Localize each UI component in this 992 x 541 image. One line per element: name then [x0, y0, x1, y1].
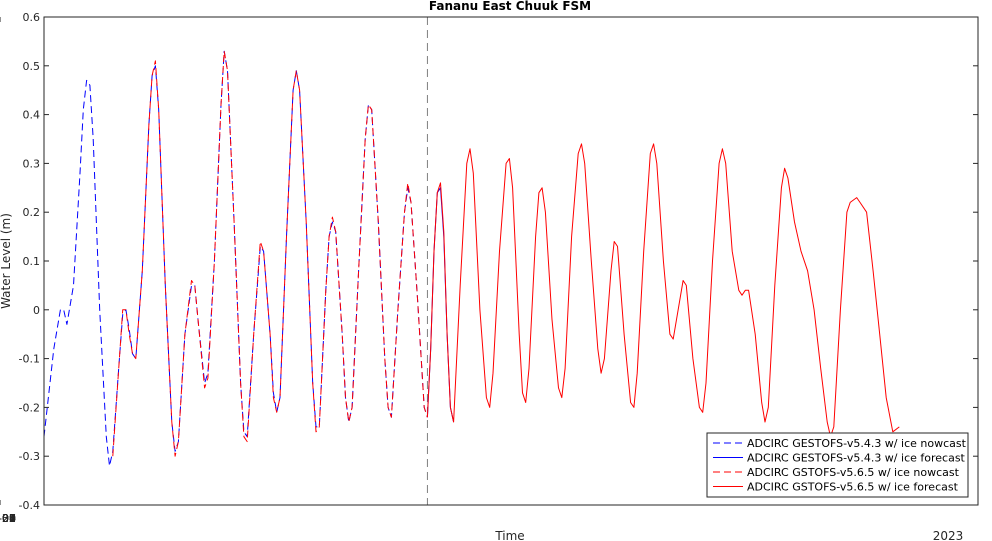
x-tick-label: 09-01 [0, 512, 16, 525]
y-tick-label: 0.1 [23, 255, 41, 268]
x-tick-label: 09-05 [0, 512, 16, 525]
legend-label-3: ADCIRC GSTOFS-v5.6.5 w/ ice nowcast [747, 466, 960, 479]
x-tick-label: 09-06 [0, 512, 16, 525]
series-line-3 [112, 50, 428, 457]
y-tick-label: 0 [33, 304, 40, 317]
x-tick-label: 09-09 [0, 512, 16, 525]
x-tick-label: 09-03 [0, 512, 16, 525]
y-tick-label: 0.2 [23, 206, 41, 219]
legend-label-4: ADCIRC GSTOFS-v5.6.5 w/ ice forecast [747, 481, 959, 494]
y-tick-label: -0.2 [19, 401, 40, 414]
y-tick-label: 0.3 [23, 157, 41, 170]
y-tick-label: -0.3 [19, 450, 40, 463]
x-tick-label: 09-02 [0, 512, 16, 525]
x-tick-label: 08-30 [0, 512, 16, 525]
legend-label-1: ADCIRC GESTOFS-v5.4.3 w/ ice nowcast [747, 437, 967, 450]
y-axis-label: Water Level (m) [0, 213, 13, 309]
x-tick-label: 08-31 [0, 512, 16, 525]
y-tick-label: 0.4 [23, 109, 41, 122]
y-tick-label: -0.1 [19, 353, 40, 366]
legend-box [706, 432, 969, 498]
x-tick-label: 09-04 [0, 512, 16, 525]
x-tick-label: 09-08 [0, 512, 16, 525]
series-line-1 [44, 50, 428, 467]
x-tick-label: 09-07 [0, 512, 16, 525]
legend-label-2: ADCIRC GESTOFS-v5.4.3 w/ ice forecast [747, 452, 966, 465]
series-line-4 [426, 143, 900, 438]
year-label: 2023 [933, 529, 964, 541]
y-tick-label: 0.6 [23, 11, 41, 24]
x-tick-label: 08-29 [0, 512, 16, 525]
y-tick-label: -0.4 [19, 499, 40, 512]
y-tick-label: 0.5 [23, 60, 41, 73]
x-axis-label: Time [494, 529, 524, 541]
chart-title: Fananu East Chuuk FSM [429, 0, 591, 13]
